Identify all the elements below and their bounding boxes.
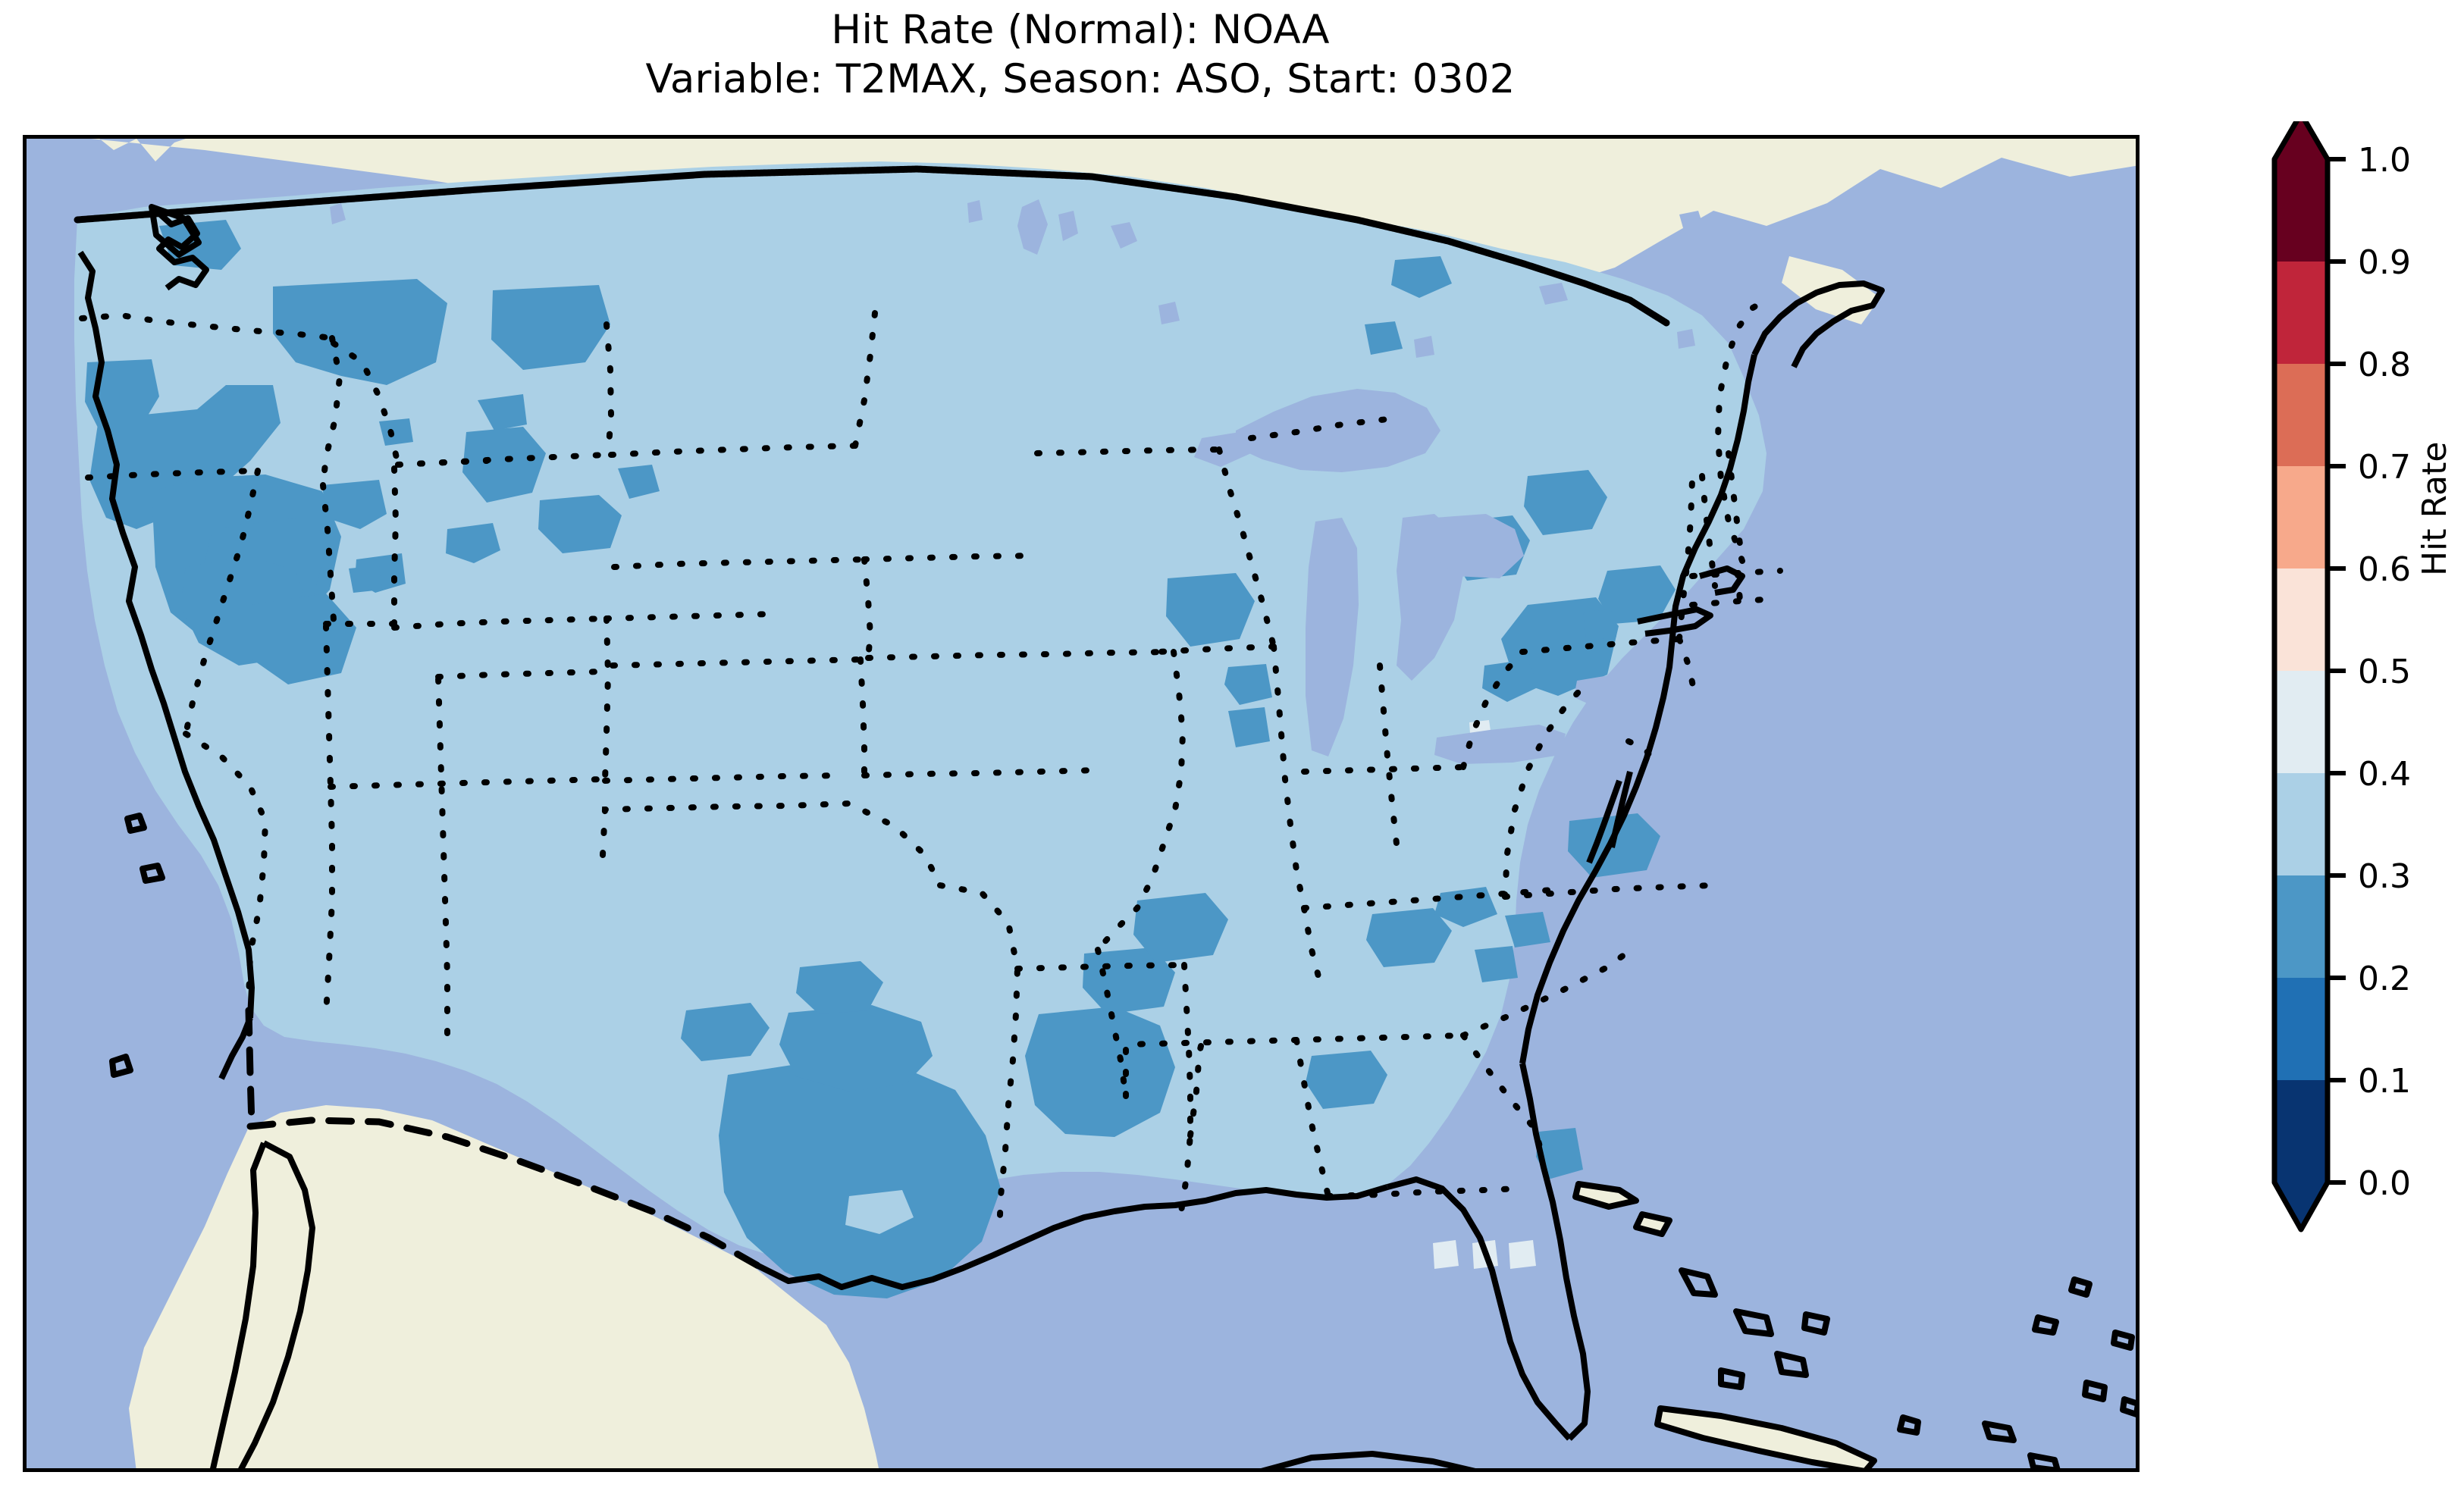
cb-tick-0.8: 0.8 bbox=[2358, 346, 2411, 384]
colorbar-svg: 1.0 0.9 0.8 0.7 0.6 0.5 0.4 0.3 0.2 0.1 … bbox=[2271, 121, 2411, 1232]
great-lakes bbox=[330, 199, 1818, 764]
cb-tick-0.6: 0.6 bbox=[2358, 550, 2411, 589]
state-borders bbox=[79, 295, 1783, 1237]
chart-title-block: Hit Rate (Normal): NOAA Variable: T2MAX,… bbox=[0, 6, 2161, 104]
colorbar-ticks bbox=[2328, 157, 2346, 1185]
map-plot-area[interactable] bbox=[23, 135, 2140, 1472]
cb-tick-0.5: 0.5 bbox=[2358, 653, 2411, 691]
page-subtitle: Variable: T2MAX, Season: ASO, Start: 030… bbox=[645, 55, 1516, 102]
cb-tick-0.3: 0.3 bbox=[2358, 857, 2411, 896]
cb-tick-0.0: 0.0 bbox=[2358, 1164, 2411, 1203]
cb-tick-0.9: 0.9 bbox=[2358, 243, 2411, 282]
national-borders bbox=[74, 165, 1670, 1270]
data-grid-layer bbox=[74, 161, 1818, 1298]
colorbar-axis-label: Hit Rate bbox=[2415, 441, 2454, 576]
cb-tick-0.7: 0.7 bbox=[2358, 448, 2411, 487]
cb-tick-0.1: 0.1 bbox=[2358, 1062, 2411, 1101]
page-title: Hit Rate (Normal): NOAA bbox=[831, 7, 1330, 53]
cb-tick-0.2: 0.2 bbox=[2358, 960, 2411, 998]
colorbar-tick-labels: 1.0 0.9 0.8 0.7 0.6 0.5 0.4 0.3 0.2 0.1 … bbox=[2358, 141, 2411, 1203]
colorbar-bands bbox=[2274, 121, 2328, 1229]
coastline bbox=[77, 204, 2136, 1468]
cb-tick-0.4: 0.4 bbox=[2358, 755, 2411, 794]
cb-tick-1.0: 1.0 bbox=[2358, 141, 2411, 180]
map-svg bbox=[27, 139, 2136, 1468]
colorbar[interactable]: 1.0 0.9 0.8 0.7 0.6 0.5 0.4 0.3 0.2 0.1 … bbox=[2267, 121, 2464, 1410]
